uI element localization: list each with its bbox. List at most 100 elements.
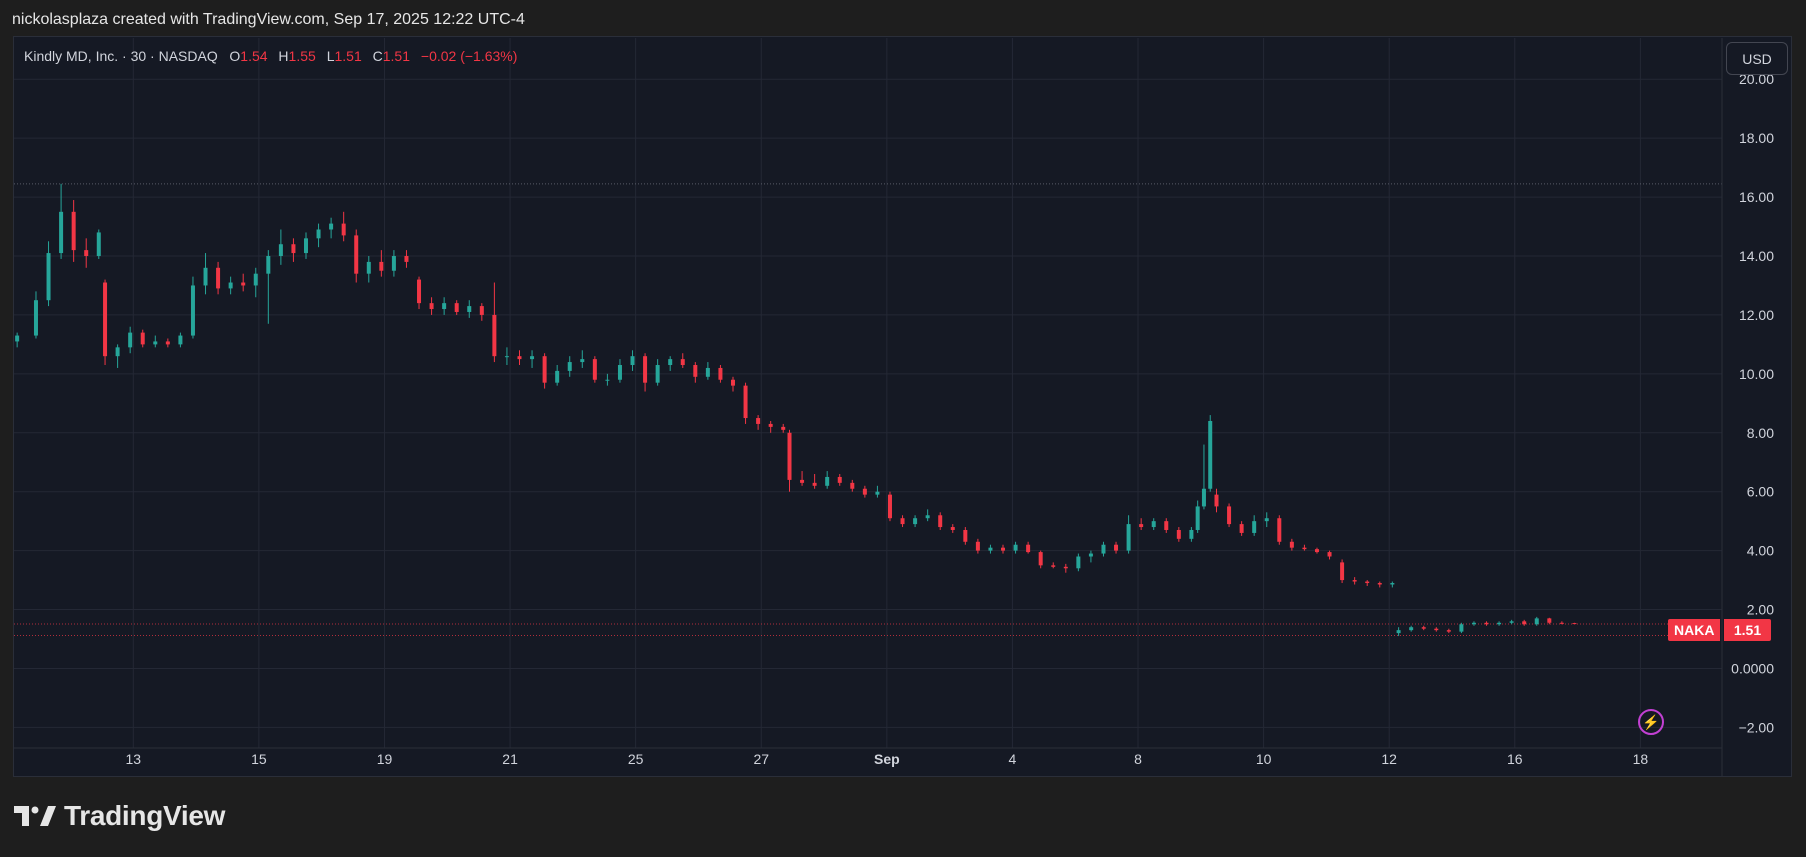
- candle-body: [1497, 622, 1502, 625]
- candle-body: [1026, 544, 1031, 553]
- price-chart[interactable]: 20.00 18.00 16.00 14.00 12.00 10.00 8.00 6.00 4.…: [0, 0, 1806, 790]
- candle-body: [580, 359, 585, 363]
- candle-body: [1088, 553, 1093, 557]
- chart-panel[interactable]: [13, 36, 1792, 777]
- candle-body: [1013, 544, 1018, 551]
- candle-body: [1038, 552, 1043, 566]
- candle-body: [555, 370, 560, 383]
- candle-body: [1396, 630, 1401, 634]
- candle-body: [1264, 518, 1269, 522]
- currency-button[interactable]: USD: [1726, 42, 1788, 75]
- symbol-description[interactable]: Kindly MD, Inc. · 30 · NASDAQ: [24, 48, 218, 64]
- candle-body: [1195, 506, 1200, 530]
- y-tick-label: 14.00: [1739, 248, 1774, 264]
- candle-body: [938, 515, 943, 528]
- lightning-bolt-icon[interactable]: ⚡: [1638, 709, 1664, 735]
- candle-body: [366, 261, 371, 274]
- candle-body: [1289, 541, 1294, 548]
- candle-body: [1327, 552, 1332, 557]
- x-tick-label: 10: [1256, 751, 1272, 767]
- candle-body: [1390, 583, 1395, 585]
- candle-body: [379, 261, 384, 271]
- axes: 20.00 18.00 16.00 14.00 12.00 10.00 8.00 6.00 4.…: [14, 38, 1774, 776]
- candle-body: [1421, 627, 1426, 629]
- high-value: 1.55: [288, 48, 316, 64]
- candle-body: [1227, 506, 1232, 525]
- candle-body: [705, 367, 710, 377]
- candle-body: [825, 476, 830, 486]
- candle-body: [988, 547, 993, 551]
- candle-body: [850, 482, 855, 489]
- change-value: −0.02 (−1.63%): [420, 48, 518, 64]
- candle-body: [391, 256, 396, 271]
- y-tick-label: 4.00: [1747, 543, 1774, 559]
- candle-body: [963, 529, 968, 542]
- y-tick-label: 20.00: [1739, 71, 1774, 87]
- candle-body: [592, 359, 597, 380]
- candle-body: [1572, 623, 1577, 625]
- y-tick-label: 8.00: [1747, 425, 1774, 441]
- candle-body: [1239, 524, 1244, 533]
- candle-body: [925, 515, 930, 519]
- y-tick-label: −2.00: [1739, 719, 1775, 735]
- symbol-legend[interactable]: Kindly MD, Inc. · 30 · NASDAQ O1.54 H1.5…: [24, 48, 524, 64]
- candle-body: [115, 347, 120, 357]
- candle-body: [875, 491, 880, 495]
- candle-body: [1126, 524, 1131, 551]
- candle-body: [454, 303, 459, 312]
- y-tick-label: 16.00: [1739, 189, 1774, 205]
- candle-body: [153, 341, 158, 345]
- candle-body: [1434, 628, 1439, 631]
- candle-body: [128, 332, 133, 348]
- candle-body: [190, 285, 195, 336]
- candle-body: [900, 518, 905, 525]
- candle-body: [730, 379, 735, 386]
- candle-body: [542, 356, 547, 383]
- y-tick-label: 0.0000: [1731, 660, 1774, 676]
- candle-body: [567, 362, 572, 371]
- candle-body: [680, 359, 685, 366]
- candle-body: [1001, 547, 1006, 551]
- y-tick-label: 6.00: [1747, 484, 1774, 500]
- candle-body: [1151, 521, 1156, 528]
- tradingview-logo-icon: [14, 806, 56, 826]
- candle-body: [266, 256, 271, 274]
- candle-body: [241, 282, 246, 286]
- candles: [15, 183, 1577, 637]
- candle-body: [756, 418, 761, 424]
- candle-body: [693, 365, 698, 377]
- candle-body: [668, 359, 673, 366]
- y-tick-label: 2.00: [1747, 602, 1774, 618]
- candle-body: [517, 356, 522, 360]
- candle-body: [1446, 630, 1451, 632]
- candle-body: [404, 256, 409, 262]
- last-price-tag: 1.51: [1724, 619, 1771, 641]
- open-value: 1.54: [240, 48, 268, 64]
- candle-body: [341, 223, 346, 236]
- x-tick-label: 25: [628, 751, 644, 767]
- candle-body: [1377, 583, 1382, 585]
- candle-body: [530, 356, 535, 360]
- candle-body: [59, 211, 64, 254]
- candle-body: [354, 235, 359, 274]
- candle-body: [1208, 420, 1213, 489]
- candle-body: [71, 211, 76, 251]
- x-tick-label: 21: [502, 751, 518, 767]
- candle-body: [1302, 547, 1307, 550]
- candle-body: [140, 332, 145, 345]
- candle-body: [15, 335, 20, 342]
- candle-body: [1201, 488, 1206, 507]
- candle-body: [228, 282, 233, 289]
- candle-body: [1214, 494, 1219, 507]
- candle-body: [329, 223, 334, 230]
- grid: [14, 38, 1722, 748]
- brand-logo[interactable]: TradingView: [14, 800, 225, 832]
- open-label: O: [229, 48, 241, 64]
- close-label: C: [372, 48, 383, 64]
- candle-body: [1314, 549, 1319, 553]
- candle-body: [1534, 618, 1539, 625]
- candle-body: [1471, 622, 1476, 625]
- candle-body: [1063, 566, 1068, 569]
- candle-body: [442, 303, 447, 310]
- candle-body: [1114, 544, 1119, 551]
